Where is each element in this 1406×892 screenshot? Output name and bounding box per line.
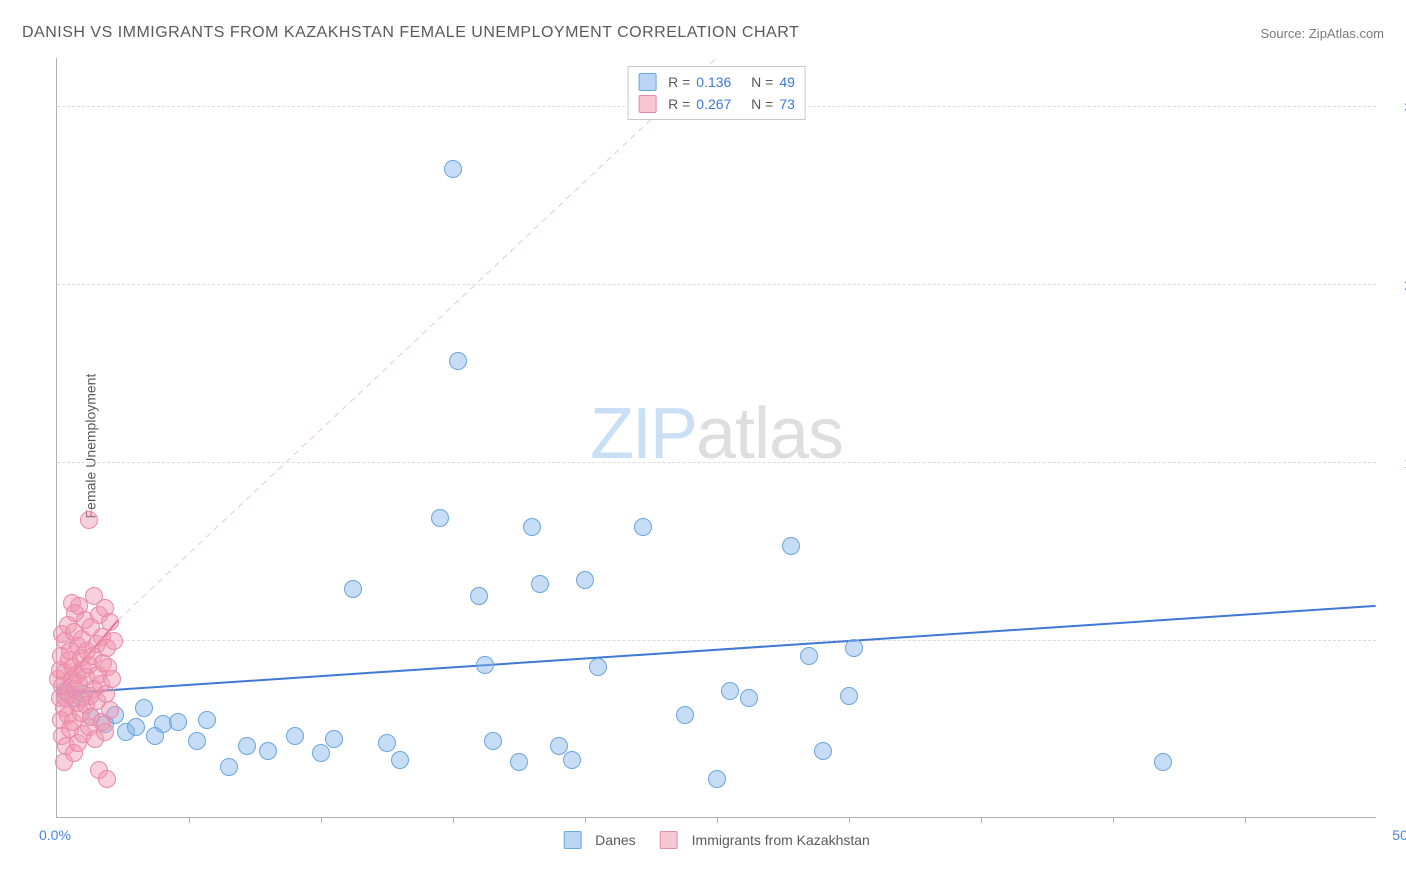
gridline: 22.5% [57, 284, 1376, 285]
source-label: Source: ZipAtlas.com [1260, 26, 1384, 41]
data-point-danes [444, 160, 462, 178]
data-point-danes [470, 587, 488, 605]
data-point-immigrants [105, 632, 123, 650]
legend-item-danes: Danes [563, 831, 635, 849]
legend-item-immigrants: Immigrants from Kazakhstan [660, 831, 870, 849]
data-point-immigrants [80, 511, 98, 529]
data-point-danes [563, 751, 581, 769]
data-point-danes [449, 352, 467, 370]
swatch-blue [563, 831, 581, 849]
series-legend: Danes Immigrants from Kazakhstan [563, 831, 870, 849]
data-point-danes [523, 518, 541, 536]
data-point-danes [325, 730, 343, 748]
data-point-danes [840, 687, 858, 705]
x-axis-start-label: 0.0% [39, 827, 71, 843]
data-point-danes [198, 711, 216, 729]
legend-row-danes: R = 0.136 N = 49 [638, 71, 795, 93]
data-point-danes [800, 647, 818, 665]
data-point-danes [344, 580, 362, 598]
data-point-danes [484, 732, 502, 750]
data-point-danes [708, 770, 726, 788]
data-point-danes [135, 699, 153, 717]
swatch-pink [660, 831, 678, 849]
data-point-danes [431, 509, 449, 527]
swatch-blue [638, 73, 656, 91]
data-point-danes [550, 737, 568, 755]
data-point-danes [391, 751, 409, 769]
data-point-danes [845, 639, 863, 657]
data-point-danes [312, 744, 330, 762]
r-label: R = [668, 93, 690, 115]
data-point-danes [127, 718, 145, 736]
n-label: N = [751, 71, 773, 93]
legend-label: Danes [595, 832, 635, 848]
n-value: 49 [779, 71, 795, 93]
data-point-danes [259, 742, 277, 760]
x-tick [1113, 817, 1114, 823]
data-point-danes [589, 658, 607, 676]
data-point-immigrants [103, 670, 121, 688]
chart-title: DANISH VS IMMIGRANTS FROM KAZAKHSTAN FEM… [22, 24, 799, 42]
data-point-danes [220, 758, 238, 776]
data-point-danes [510, 753, 528, 771]
x-axis-end-label: 50.0% [1392, 827, 1406, 843]
gridline: 15.0% [57, 462, 1376, 463]
x-tick [453, 817, 454, 823]
data-point-danes [286, 727, 304, 745]
data-point-danes [1154, 753, 1172, 771]
data-point-danes [169, 713, 187, 731]
data-point-danes [531, 575, 549, 593]
r-value: 0.267 [696, 93, 731, 115]
data-point-immigrants [98, 770, 116, 788]
data-point-danes [188, 732, 206, 750]
data-point-danes [634, 518, 652, 536]
x-tick [981, 817, 982, 823]
r-value: 0.136 [696, 71, 731, 93]
x-tick [321, 817, 322, 823]
data-point-danes [721, 682, 739, 700]
x-tick [717, 817, 718, 823]
data-point-danes [740, 689, 758, 707]
data-point-immigrants [101, 613, 119, 631]
data-point-danes [676, 706, 694, 724]
legend-label: Immigrants from Kazakhstan [692, 832, 870, 848]
data-point-danes [378, 734, 396, 752]
n-value: 73 [779, 93, 795, 115]
x-tick [1245, 817, 1246, 823]
x-tick [189, 817, 190, 823]
r-label: R = [668, 71, 690, 93]
x-tick [849, 817, 850, 823]
x-tick [585, 817, 586, 823]
n-label: N = [751, 93, 773, 115]
data-point-danes [576, 571, 594, 589]
swatch-pink [638, 95, 656, 113]
gridline: 7.5% [57, 640, 1376, 641]
data-point-immigrants [101, 701, 119, 719]
plot-area: ZIPatlas 7.5%15.0%22.5%30.0% 0.0% 50.0% … [56, 58, 1376, 818]
legend-row-immigrants: R = 0.267 N = 73 [638, 93, 795, 115]
data-point-danes [814, 742, 832, 760]
trend-lines [57, 58, 1376, 817]
data-point-danes [238, 737, 256, 755]
data-point-immigrants [96, 723, 114, 741]
data-point-danes [476, 656, 494, 674]
correlation-legend: R = 0.136 N = 49 R = 0.267 N = 73 [627, 66, 806, 120]
data-point-danes [782, 537, 800, 555]
